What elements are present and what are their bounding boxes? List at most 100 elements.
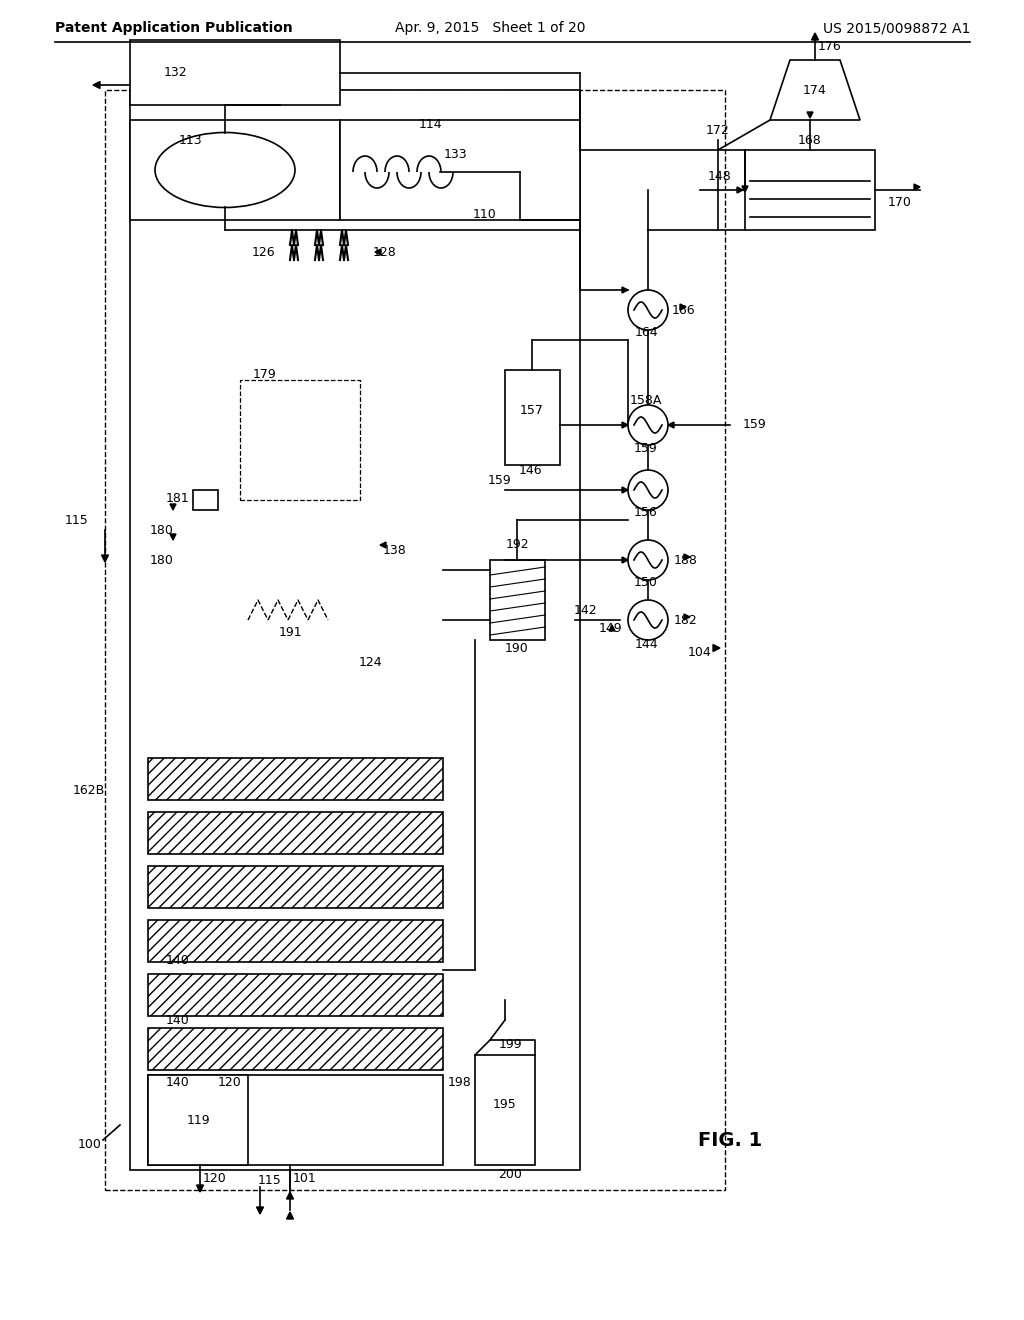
Polygon shape — [609, 624, 615, 631]
Text: 113: 113 — [178, 133, 202, 147]
Bar — [130, 90, 580, 1170]
Circle shape — [628, 601, 668, 640]
Circle shape — [628, 540, 668, 579]
Polygon shape — [914, 183, 920, 190]
Text: 181: 181 — [166, 491, 189, 504]
Text: 142: 142 — [573, 603, 597, 616]
Text: 140: 140 — [166, 1014, 189, 1027]
Polygon shape — [170, 504, 176, 510]
Bar — [240, 380, 360, 500]
Text: 138: 138 — [383, 544, 407, 557]
Text: 162B: 162B — [73, 784, 105, 796]
Text: 157: 157 — [520, 404, 544, 417]
Bar — [148, 866, 443, 908]
Text: 174: 174 — [803, 83, 826, 96]
Text: Apr. 9, 2015   Sheet 1 of 20: Apr. 9, 2015 Sheet 1 of 20 — [394, 21, 586, 36]
Bar — [490, 560, 545, 640]
Bar — [130, 40, 340, 106]
Polygon shape — [375, 249, 381, 255]
Text: 164: 164 — [634, 326, 657, 338]
Polygon shape — [680, 304, 686, 310]
Polygon shape — [174, 993, 180, 998]
Polygon shape — [713, 644, 720, 652]
Bar — [105, 90, 725, 1191]
Polygon shape — [254, 1045, 260, 1052]
Text: 110: 110 — [473, 209, 497, 222]
Polygon shape — [256, 1206, 263, 1214]
Text: 168: 168 — [798, 133, 822, 147]
Polygon shape — [622, 557, 628, 564]
Polygon shape — [214, 776, 220, 781]
Text: 100: 100 — [78, 1138, 102, 1151]
Polygon shape — [622, 422, 628, 428]
Text: 170: 170 — [888, 195, 912, 209]
Bar — [148, 974, 443, 1016]
Polygon shape — [214, 1045, 220, 1052]
Polygon shape — [174, 776, 180, 781]
Text: 144: 144 — [634, 639, 657, 652]
Polygon shape — [93, 82, 100, 88]
Text: 146: 146 — [518, 463, 542, 477]
Text: 115: 115 — [258, 1173, 282, 1187]
Polygon shape — [622, 286, 628, 293]
Text: 149: 149 — [598, 622, 622, 635]
Text: FIG. 1: FIG. 1 — [698, 1130, 762, 1150]
Text: 140: 140 — [166, 1076, 189, 1089]
Polygon shape — [254, 776, 260, 781]
Text: 104: 104 — [688, 645, 712, 659]
Bar — [148, 758, 443, 800]
Bar — [193, 490, 218, 510]
Polygon shape — [770, 59, 860, 120]
Polygon shape — [294, 1045, 300, 1052]
Polygon shape — [214, 830, 220, 836]
Bar — [148, 1074, 443, 1166]
Polygon shape — [294, 884, 300, 890]
Text: 182: 182 — [674, 614, 698, 627]
Text: 198: 198 — [449, 1076, 472, 1089]
Text: 101: 101 — [293, 1172, 316, 1184]
Polygon shape — [254, 939, 260, 944]
Polygon shape — [174, 884, 180, 890]
Polygon shape — [254, 884, 260, 890]
Polygon shape — [214, 993, 220, 998]
Text: 140: 140 — [166, 953, 189, 966]
Text: 148: 148 — [709, 170, 732, 183]
Bar — [340, 120, 580, 220]
Circle shape — [628, 405, 668, 445]
Polygon shape — [811, 33, 818, 40]
Text: 120: 120 — [218, 1076, 242, 1089]
Ellipse shape — [155, 132, 295, 207]
Text: 120: 120 — [203, 1172, 227, 1184]
Bar — [148, 812, 443, 854]
Text: 190: 190 — [505, 642, 528, 655]
Polygon shape — [170, 535, 176, 540]
Text: 159: 159 — [634, 441, 657, 454]
Polygon shape — [380, 543, 386, 548]
Text: 156: 156 — [634, 506, 657, 519]
Text: 133: 133 — [443, 149, 467, 161]
Bar — [505, 370, 560, 465]
Text: US 2015/0098872 A1: US 2015/0098872 A1 — [822, 21, 970, 36]
Polygon shape — [294, 993, 300, 998]
Polygon shape — [668, 422, 674, 428]
Polygon shape — [214, 939, 220, 944]
Polygon shape — [254, 993, 260, 998]
Bar — [475, 1055, 535, 1166]
Polygon shape — [742, 186, 748, 191]
Bar — [130, 120, 340, 220]
Polygon shape — [294, 830, 300, 836]
Polygon shape — [287, 1192, 294, 1199]
Text: 188: 188 — [674, 553, 698, 566]
Bar — [148, 1074, 248, 1166]
Text: 200: 200 — [498, 1168, 522, 1181]
Text: 172: 172 — [707, 124, 730, 136]
Polygon shape — [807, 112, 813, 117]
Text: 159: 159 — [488, 474, 512, 487]
Text: 115: 115 — [65, 513, 88, 527]
Polygon shape — [622, 487, 628, 492]
Text: 159: 159 — [743, 418, 767, 432]
Polygon shape — [174, 1045, 180, 1052]
Polygon shape — [174, 939, 180, 944]
Text: 132: 132 — [163, 66, 186, 79]
Polygon shape — [294, 939, 300, 944]
